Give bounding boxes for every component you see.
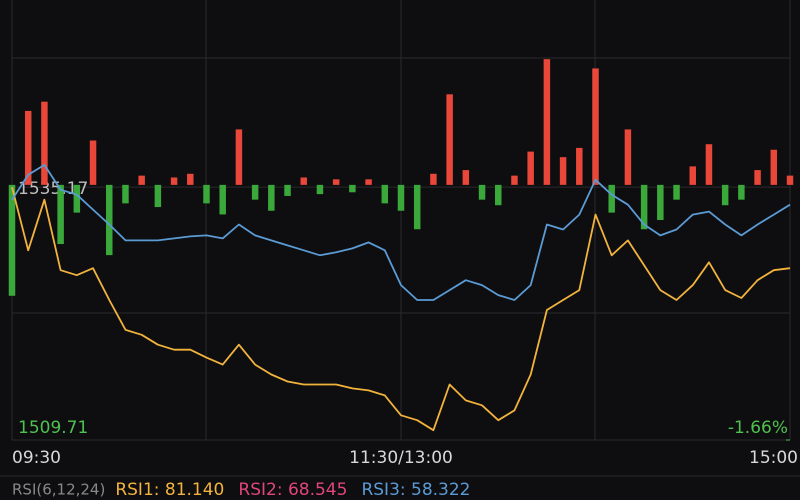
bar: [154, 184, 162, 208]
bar: [284, 184, 291, 196]
bar: [495, 184, 502, 206]
bar: [73, 184, 81, 213]
bar: [511, 175, 518, 185]
line: [11, 186, 791, 432]
indicator-reading: RSI1: 81.140: [115, 480, 224, 500]
bar: [786, 175, 794, 185]
bar: [657, 184, 664, 220]
bar: [689, 166, 696, 185]
bar: [446, 94, 453, 185]
x-tick-label: 09:30: [12, 448, 61, 468]
bar: [640, 184, 648, 230]
bar: [527, 151, 534, 185]
indicator-reading: RSI3: 58.322: [361, 480, 470, 500]
bar: [89, 140, 97, 185]
bar: [592, 68, 599, 185]
bar: [332, 179, 340, 185]
bar: [300, 177, 307, 185]
bar: [624, 129, 632, 185]
bar: [187, 173, 194, 185]
indicator-label: RSI(6,12,24): [12, 481, 105, 499]
bar: [413, 184, 421, 230]
bar: [251, 184, 259, 200]
bar: [349, 184, 356, 193]
bar: [430, 173, 437, 185]
pct-tick-label: -1.66%: [728, 418, 788, 438]
bar: [138, 175, 145, 185]
bar: [219, 184, 226, 215]
bar: [170, 177, 178, 185]
bar: [57, 184, 64, 245]
x-tick-label: 15:00: [749, 448, 798, 468]
bar: [770, 149, 778, 185]
bar: [41, 101, 48, 185]
bar: [721, 184, 729, 206]
bar: [754, 170, 761, 185]
bar: [559, 157, 567, 185]
bar: [24, 110, 32, 185]
bar: [122, 184, 129, 204]
bar: [365, 179, 372, 185]
bar: [608, 184, 615, 213]
bar: [462, 170, 470, 185]
bar: [705, 144, 713, 185]
bar: [268, 184, 275, 211]
bar: [543, 59, 551, 185]
line: [11, 164, 791, 301]
bar: [235, 129, 243, 185]
bar: [397, 184, 405, 211]
x-tick-label: 11:30/13:00: [349, 448, 453, 468]
bar: [381, 184, 389, 204]
indicator-reading: RSI2: 68.545: [238, 480, 347, 500]
bar: [738, 184, 745, 200]
bar: [316, 184, 324, 195]
bar: [8, 184, 16, 296]
bar: [478, 184, 486, 200]
y-tick-label: 1535.17: [18, 179, 88, 199]
bar: [576, 147, 583, 185]
y-tick-label: 1509.71: [18, 418, 88, 438]
bar: [106, 184, 113, 256]
bar: [203, 184, 210, 204]
bar: [673, 184, 680, 200]
